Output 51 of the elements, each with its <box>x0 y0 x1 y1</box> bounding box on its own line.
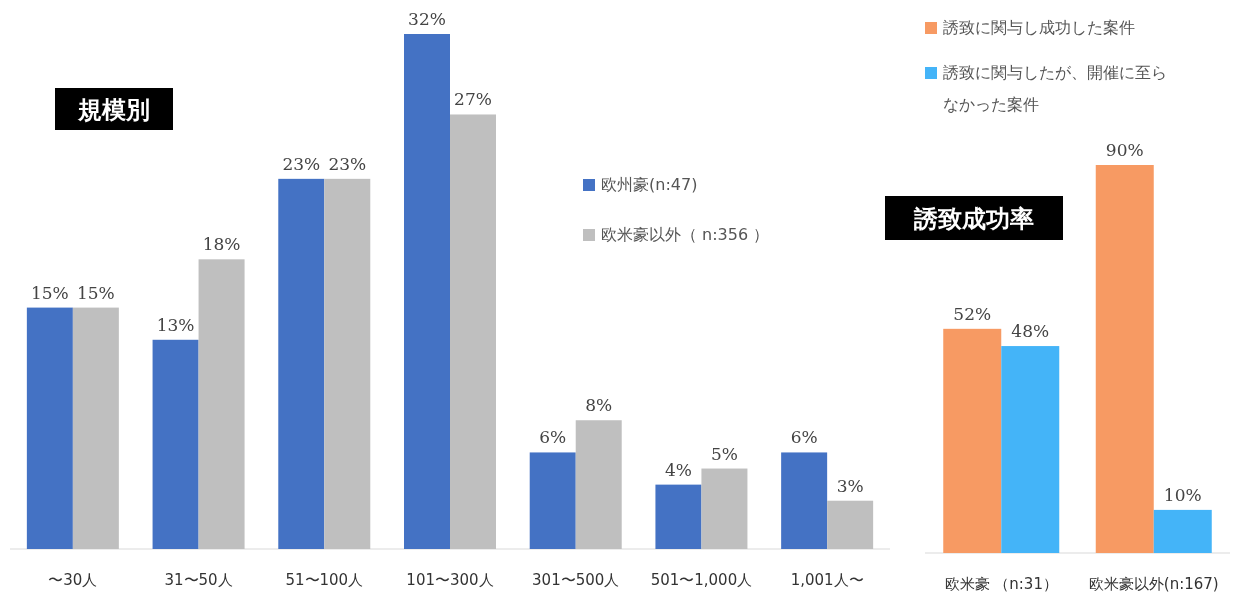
data-label: 8% <box>585 395 613 416</box>
bar <box>943 328 1002 553</box>
bar <box>72 307 119 549</box>
data-label: 23% <box>328 153 367 174</box>
legend-label: 欧米豪以外（ n:356 ） <box>601 225 770 244</box>
x-tick-label: 欧米豪 （n:31） <box>944 575 1058 593</box>
data-label: 4% <box>664 459 692 480</box>
data-label: 10% <box>1163 484 1202 505</box>
x-tick-label: 101〜300人 <box>406 571 494 589</box>
bar <box>575 420 622 549</box>
bar <box>655 484 702 549</box>
bar <box>404 34 450 549</box>
bar <box>26 307 73 549</box>
data-label: 3% <box>836 475 864 496</box>
data-label: 27% <box>454 89 492 110</box>
data-label: 5% <box>710 443 738 464</box>
x-tick-label: 301〜500人 <box>532 571 620 589</box>
x-tick-label: 501〜1,000人 <box>650 571 753 589</box>
bar <box>827 500 874 549</box>
data-label: 13% <box>156 314 195 335</box>
data-label: 18% <box>202 234 241 255</box>
legend-label: 誘致に関与したが、開催に至らなかった案件 <box>943 63 1167 114</box>
data-label: 32% <box>408 9 446 29</box>
data-label: 90% <box>1105 140 1144 160</box>
text: 規模別 <box>77 96 150 124</box>
bar <box>278 178 325 549</box>
data-label: 52% <box>953 303 992 324</box>
bar <box>1153 509 1212 553</box>
bar <box>529 452 576 549</box>
x-tick-label: 〜30人 <box>48 571 98 589</box>
data-label: 15% <box>76 282 115 303</box>
data-label: 48% <box>1011 321 1050 342</box>
text: 誘致成功率 <box>913 205 1034 233</box>
bar <box>701 468 748 549</box>
data-label: 23% <box>282 153 321 174</box>
x-tick-label: 51〜100人 <box>285 571 364 589</box>
data-label: 15% <box>30 282 69 303</box>
x-tick-label: 1,001人〜 <box>790 571 864 589</box>
bar <box>324 178 371 549</box>
legend-label: 誘致に関与し成功した案件 <box>943 18 1135 37</box>
bar <box>1001 346 1060 553</box>
bar <box>152 339 199 549</box>
legend-label: 欧州豪(n:47) <box>601 175 698 194</box>
bar <box>450 114 496 549</box>
bar <box>198 259 245 549</box>
x-tick-label: 欧米豪以外(n:167) <box>1088 575 1219 593</box>
bar <box>781 452 828 549</box>
data-label: 6% <box>539 427 567 448</box>
bar <box>1095 165 1154 553</box>
data-label: 6% <box>790 427 818 448</box>
x-tick-label: 31〜50人 <box>164 571 233 589</box>
